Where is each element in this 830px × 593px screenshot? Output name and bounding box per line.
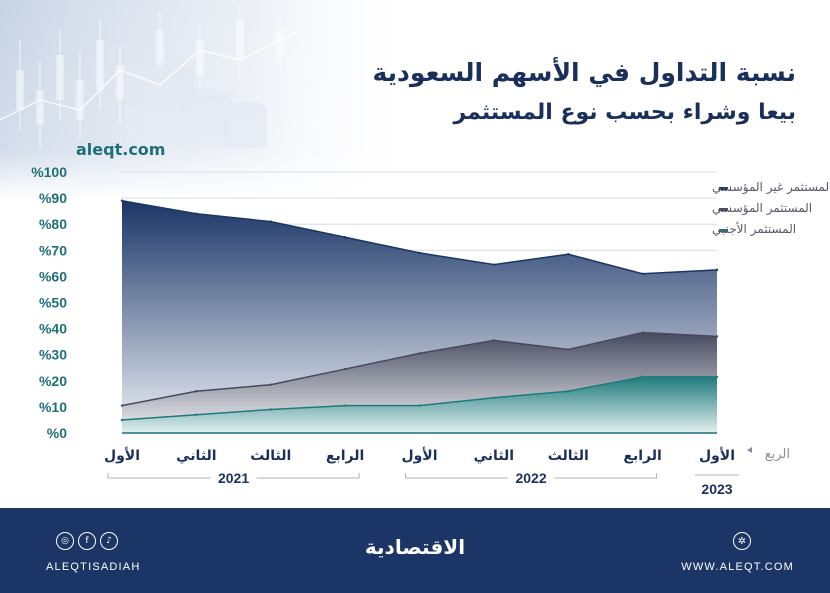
y-tick-label: %90 (39, 190, 67, 206)
data-point (641, 272, 644, 275)
year-label-bg (508, 472, 555, 484)
data-point (567, 253, 570, 256)
brand-logo: الاقتصادية (364, 535, 466, 559)
website-url[interactable]: WWW.ALEQT.COM (681, 561, 794, 573)
y-tick-label: %20 (39, 373, 67, 389)
arrow-icon (747, 447, 752, 453)
instagram-icon[interactable]: ◎ (56, 532, 74, 550)
data-point (120, 199, 124, 202)
y-tick-label: %0 (47, 425, 67, 441)
chart-subtitle: بيعا وشراء بحسب نوع المستثمر (453, 100, 796, 125)
twitter-icon[interactable]: ♪ (100, 532, 118, 550)
social-icons: ◎ f ♪ (56, 532, 118, 550)
legend-label: المستثمر المؤسسي (712, 201, 812, 216)
x-tick-label: الثاني (474, 448, 514, 464)
data-point (269, 220, 272, 223)
x-tick-label: الأول (104, 447, 140, 464)
data-point (269, 383, 272, 386)
y-tick-label: %70 (39, 242, 67, 258)
data-point (492, 263, 496, 266)
data-point (120, 418, 124, 422)
data-point (567, 390, 570, 393)
data-point (715, 268, 719, 272)
legend-swatch (719, 208, 728, 211)
globe-icon: ✲ (733, 532, 751, 550)
x-tick-label: الثالث (548, 448, 589, 464)
data-point (492, 339, 496, 342)
y-tick-label: %100 (31, 164, 67, 180)
legend-swatch (719, 187, 728, 190)
year-label: 2022 (515, 470, 546, 486)
social-handle[interactable]: ALEQTISADIAH (46, 561, 141, 573)
y-tick-label: %40 (39, 321, 67, 337)
year-label: 2021 (218, 470, 249, 486)
footer-bar (0, 508, 830, 593)
x-tick-label: الثاني (176, 448, 216, 464)
data-point (567, 348, 570, 351)
data-point (492, 396, 496, 399)
x-tick-label: الأول (401, 447, 437, 464)
background-stock-graphic (0, 0, 420, 200)
y-tick-label: %80 (39, 216, 67, 232)
data-point (195, 212, 198, 215)
facebook-icon[interactable]: f (78, 532, 96, 550)
data-point (418, 352, 421, 355)
legend-label: المستثمر الأجنبي (712, 221, 796, 237)
data-point (195, 413, 198, 416)
y-tick-label: %30 (39, 347, 67, 363)
data-point (641, 331, 644, 334)
x-tick-label: الأول (699, 447, 735, 464)
chart-title: نسبة التداول في الأسهم السعودية (372, 58, 796, 87)
area-chart: %0 %10 %20 %30 %40 %50 %60 %70 %80 %90 %100 الأول ال… (31, 164, 830, 497)
year-label: 2023 (701, 481, 732, 497)
y-tick-label: %60 (39, 268, 67, 284)
legend-label: المستثمر غير المؤسسي (712, 180, 830, 195)
data-point (269, 408, 272, 411)
area-series-2 (122, 376, 717, 433)
y-tick-label: %10 (39, 399, 67, 415)
data-point (715, 375, 719, 379)
data-point (120, 404, 124, 407)
legend-swatch (719, 229, 728, 232)
website-label: aleqt.com (76, 140, 166, 159)
data-point (343, 404, 347, 407)
data-point (343, 367, 347, 371)
x-tick-label: الثالث (250, 448, 291, 464)
data-point (418, 251, 421, 255)
year-label-bg (210, 472, 257, 484)
data-point (418, 404, 421, 407)
data-point (715, 335, 719, 338)
y-tick-label: %50 (39, 295, 67, 311)
x-tick-label: الرابع (326, 448, 364, 464)
data-point (343, 236, 347, 239)
x-tick-label: الرابع (623, 448, 661, 464)
x-axis-title: الربع (765, 447, 790, 462)
data-point (641, 375, 644, 379)
data-point (195, 390, 198, 393)
